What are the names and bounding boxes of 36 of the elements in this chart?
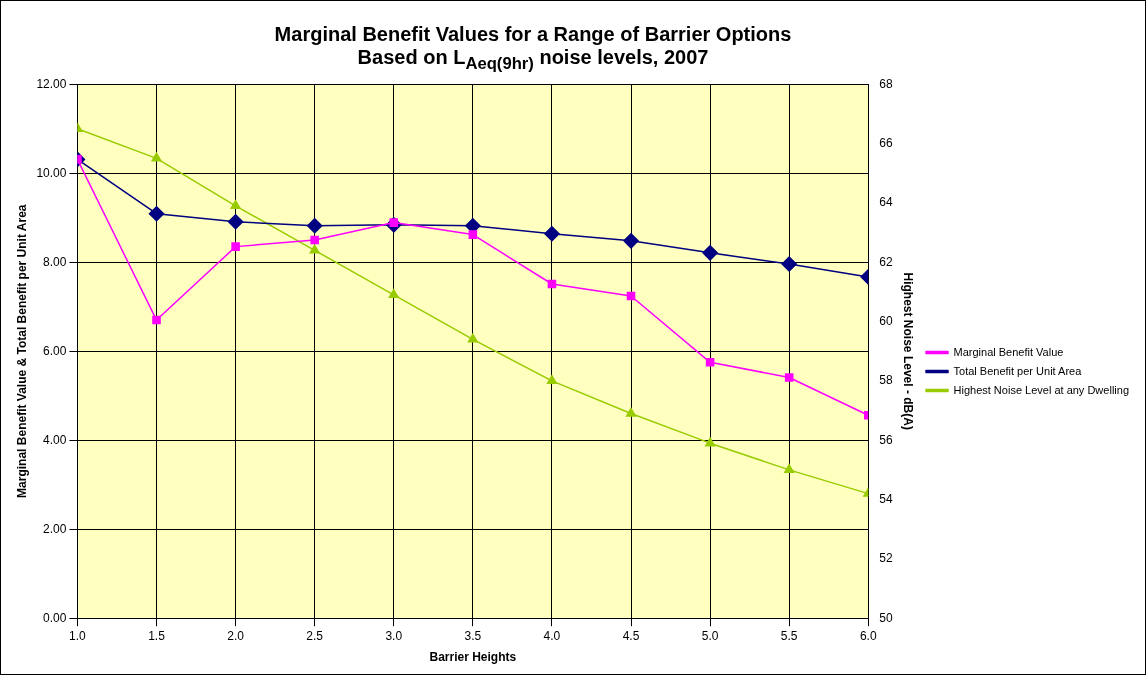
y-tick-label: 12.00 <box>36 76 67 91</box>
y2-tick-label: 62 <box>879 254 893 269</box>
legend-label: Highest Noise Level at any Dwelling <box>953 383 1130 396</box>
x-tick-label: 2.0 <box>227 628 245 643</box>
y2-tick-label: 56 <box>879 432 893 447</box>
x-tick-label: 3.0 <box>385 628 403 643</box>
chart-title: Marginal Benefit Values for a Range of Barrier Options <box>273 23 793 46</box>
y2-axis-title: Highest Noise Level - dB(A) <box>900 272 915 430</box>
y2-tick-label: 52 <box>879 551 893 566</box>
x-tick-label: 1.0 <box>69 628 87 643</box>
y2-tick-label: 60 <box>879 313 893 328</box>
y2-tick-label: 66 <box>879 135 893 150</box>
y-tick-label: 6.00 <box>43 343 67 358</box>
x-tick-label: 6.0 <box>859 628 877 643</box>
legend-label: Marginal Benefit Value <box>953 345 1064 358</box>
y2-tick-label: 64 <box>879 195 893 210</box>
y2-tick-label: 50 <box>879 610 893 625</box>
y-tick-label: 2.00 <box>43 521 67 536</box>
x-tick-label: 5.0 <box>701 628 719 643</box>
x-tick-label: 3.5 <box>464 628 482 643</box>
x-tick-label: 2.5 <box>306 628 324 643</box>
chart-subtitle: Based on L$_{Aeq(9hr)}$ noise levels, 2007 <box>356 46 710 74</box>
x-axis-title: Barrier Heights <box>429 650 517 665</box>
y2-tick-label: 58 <box>879 373 893 388</box>
y-tick-label: 8.00 <box>43 254 67 269</box>
legend-label: Total Benefit per Unit Area <box>953 364 1083 377</box>
y2-tick-label: 68 <box>879 76 893 91</box>
y2-tick-label: 54 <box>879 491 893 506</box>
x-tick-label: 4.0 <box>543 628 561 643</box>
y-axis-title: Marginal Benefit Value & Total Benefit per Unit Area <box>14 204 29 498</box>
y-tick-label: 0.00 <box>43 610 67 625</box>
x-tick-label: 4.5 <box>622 628 640 643</box>
y-tick-label: 4.00 <box>43 432 67 447</box>
x-tick-label: 1.5 <box>148 628 166 643</box>
x-tick-label: 5.5 <box>780 628 798 643</box>
y-tick-label: 10.00 <box>36 165 67 180</box>
